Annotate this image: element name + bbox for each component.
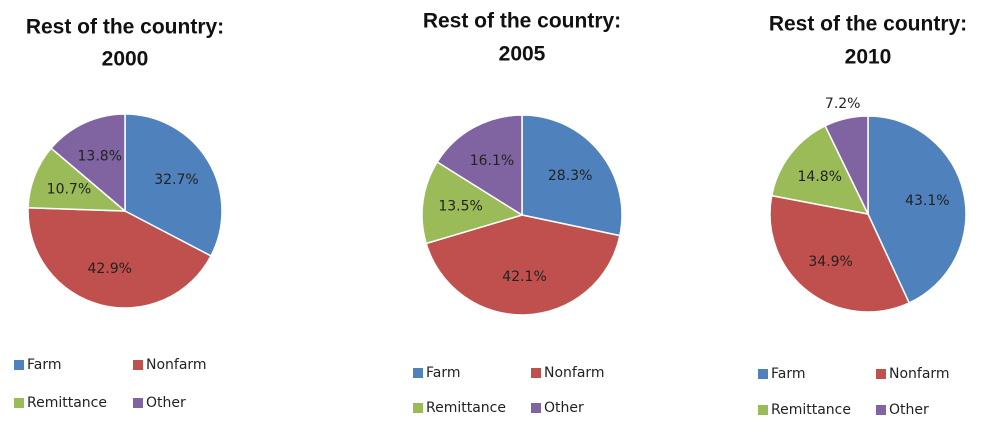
chart-subtitle: 2000 <box>102 48 149 71</box>
data-label: 13.8% <box>78 148 122 164</box>
data-label: 16.1% <box>470 153 514 169</box>
pie-slice <box>521 114 623 237</box>
pie-slice <box>50 113 126 213</box>
chart-title: Rest of the country: <box>26 16 224 39</box>
data-label: 28.3% <box>548 168 592 184</box>
legend-label: Farm <box>426 365 461 381</box>
legend-label: Nonfarm <box>146 357 207 373</box>
legend-label: Other <box>146 395 186 411</box>
data-label: 32.7% <box>154 172 198 188</box>
data-label: 43.1% <box>905 193 949 209</box>
legend-swatch <box>758 405 768 415</box>
legend-swatch <box>531 368 541 378</box>
legend-swatch <box>876 369 886 379</box>
pie-slice <box>770 124 870 216</box>
legend-swatch <box>413 368 423 378</box>
legend-swatch <box>413 403 423 413</box>
pie-slice <box>769 194 911 313</box>
data-label: 7.2% <box>825 96 861 112</box>
data-label: 14.8% <box>798 169 842 185</box>
data-label: 13.5% <box>438 199 482 215</box>
pie-slice <box>421 160 524 245</box>
legend-label: Other <box>544 400 584 416</box>
legend-swatch <box>14 360 24 370</box>
legend-label: Nonfarm <box>889 366 950 382</box>
pie-slice <box>867 115 967 304</box>
data-label: 42.9% <box>87 261 131 277</box>
chart-subtitle: 2010 <box>845 46 892 69</box>
legend-label: Nonfarm <box>544 365 605 381</box>
legend-swatch <box>133 398 143 408</box>
legend-swatch <box>14 398 24 408</box>
legend-label: Remittance <box>426 400 506 416</box>
legend-swatch <box>133 360 143 370</box>
legend-label: Farm <box>27 357 62 373</box>
data-label: 10.7% <box>47 181 91 197</box>
chart-title: Rest of the country: <box>423 10 621 33</box>
legend-swatch <box>876 405 886 415</box>
legend-swatch <box>758 369 768 379</box>
data-label: 42.1% <box>502 269 546 285</box>
chart-title: Rest of the country: <box>769 13 967 36</box>
legend-label: Remittance <box>771 402 851 418</box>
legend-label: Other <box>889 402 929 418</box>
pie-slice <box>824 115 869 215</box>
pie-slice <box>27 207 212 309</box>
data-label: 34.9% <box>808 254 852 270</box>
pie-slice <box>124 113 223 257</box>
legend-label: Remittance <box>27 395 107 411</box>
chart-subtitle: 2005 <box>499 43 546 66</box>
pie-slice <box>436 114 523 217</box>
legend-label: Farm <box>771 366 806 382</box>
pie-slice <box>425 214 621 316</box>
legend-swatch <box>531 403 541 413</box>
